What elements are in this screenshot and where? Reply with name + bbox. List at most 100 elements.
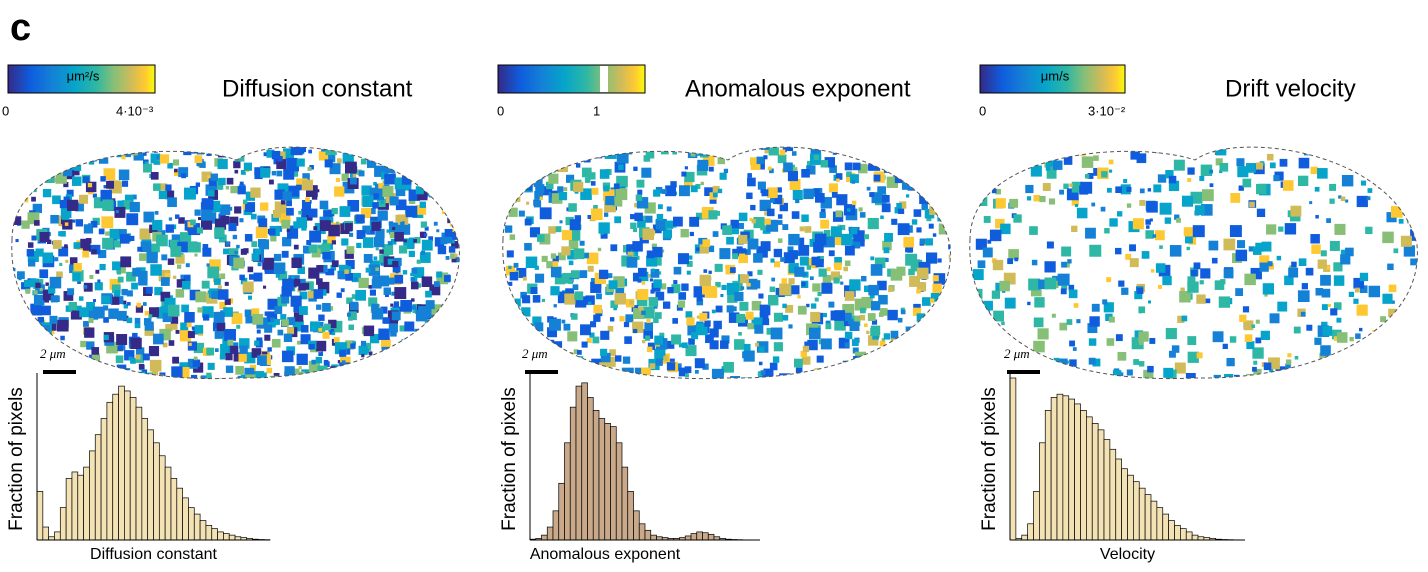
- map-pixel: [596, 293, 602, 299]
- map-pixel: [593, 337, 600, 344]
- histogram-bar: [588, 397, 594, 540]
- map-pixel: [1137, 288, 1143, 294]
- map-pixel: [983, 247, 993, 257]
- map-pixel: [1404, 245, 1415, 256]
- map-pixel: [845, 162, 853, 170]
- map-pixel: [281, 200, 285, 204]
- map-pixel: [1101, 171, 1107, 177]
- map-pixel: [996, 198, 1006, 208]
- map-pixel: [573, 284, 579, 290]
- map-pixel: [325, 254, 329, 258]
- map-pixel: [107, 374, 111, 378]
- map-pixel: [429, 383, 438, 392]
- histogram-bar: [685, 536, 691, 540]
- map-pixel: [746, 193, 752, 199]
- map: [503, 140, 962, 395]
- map-pixel: [653, 190, 660, 197]
- map-pixel: [127, 302, 131, 306]
- map-pixel: [926, 147, 933, 154]
- map-pixel: [542, 299, 545, 302]
- map-pixel: [1069, 290, 1078, 299]
- map-pixel: [287, 375, 298, 386]
- map-pixel: [702, 383, 707, 388]
- map-pixel: [417, 260, 421, 264]
- map: [970, 140, 1428, 394]
- map-pixel: [1280, 159, 1288, 167]
- map-pixel: [942, 361, 949, 368]
- map-pixel: [1059, 190, 1064, 195]
- map-pixel: [27, 174, 31, 178]
- map-pixel: [845, 246, 855, 256]
- map-pixel: [62, 161, 66, 165]
- map-pixel: [654, 336, 663, 345]
- map-pixel: [407, 153, 412, 158]
- map-pixel: [427, 370, 433, 376]
- map-pixel: [522, 295, 530, 303]
- map-pixel: [1334, 275, 1344, 285]
- map-pixel: [325, 159, 333, 167]
- map-pixel: [1061, 247, 1071, 257]
- map-pixel: [1395, 331, 1399, 335]
- map-pixel: [863, 380, 867, 384]
- map-pixel: [456, 331, 464, 339]
- map-pixel: [161, 254, 167, 260]
- map-pixel: [267, 347, 271, 351]
- map-pixel: [1260, 263, 1269, 272]
- y-axis-label: Fraction of pixels: [6, 387, 27, 531]
- map-pixel: [689, 217, 699, 227]
- map-pixel: [580, 241, 585, 246]
- map-pixel: [1345, 200, 1348, 203]
- histogram-bar: [593, 410, 599, 540]
- map-pixel: [101, 216, 113, 228]
- map-pixel: [361, 341, 366, 346]
- map-pixel: [176, 289, 185, 298]
- map-pixel: [437, 320, 445, 328]
- map-pixel: [444, 147, 456, 159]
- map-pixel: [1230, 225, 1242, 237]
- map-pixel: [129, 357, 133, 361]
- map-pixel: [43, 189, 51, 197]
- map-pixel: [1304, 373, 1309, 378]
- map-pixel: [847, 208, 850, 211]
- map-pixel: [1043, 183, 1051, 191]
- map-pixel: [406, 206, 418, 218]
- map-pixel: [383, 148, 390, 155]
- map-pixel: [897, 151, 906, 160]
- map-pixel: [582, 342, 588, 348]
- map-pixel: [1166, 328, 1177, 339]
- map-pixel: [991, 372, 999, 380]
- map-pixel: [429, 180, 439, 190]
- map-pixel: [1031, 165, 1042, 176]
- map-pixel: [864, 323, 868, 327]
- map-pixel: [1014, 163, 1019, 168]
- map-pixel: [1388, 326, 1395, 333]
- map-pixel: [423, 380, 430, 387]
- map-pixel: [600, 169, 610, 179]
- map-pixel: [663, 301, 670, 308]
- histogram-bar: [101, 419, 107, 541]
- colorbar-min: 0: [2, 103, 9, 118]
- map-pixel: [434, 166, 440, 172]
- map-pixel: [763, 155, 767, 159]
- map-pixel: [411, 268, 417, 274]
- map-pixel: [918, 336, 925, 343]
- map-pixel: [901, 163, 904, 166]
- map-pixel: [992, 146, 1002, 156]
- map-pixel: [282, 351, 294, 363]
- map-pixel: [41, 156, 52, 167]
- map-pixel: [504, 178, 516, 190]
- histogram-bar: [165, 467, 171, 540]
- map-pixel: [1067, 259, 1071, 263]
- map-pixel: [993, 260, 1003, 270]
- map-pixel: [916, 227, 921, 232]
- map-pixel: [239, 218, 243, 222]
- map-pixel: [814, 155, 819, 160]
- map-pixel: [670, 378, 679, 387]
- map-pixel: [230, 346, 238, 354]
- map-pixel: [223, 383, 233, 393]
- map-pixel: [187, 322, 192, 327]
- map-pixel: [1191, 270, 1198, 277]
- map-pixel: [250, 188, 260, 198]
- map-pixels: [971, 140, 1428, 394]
- map-pixel: [1357, 360, 1368, 371]
